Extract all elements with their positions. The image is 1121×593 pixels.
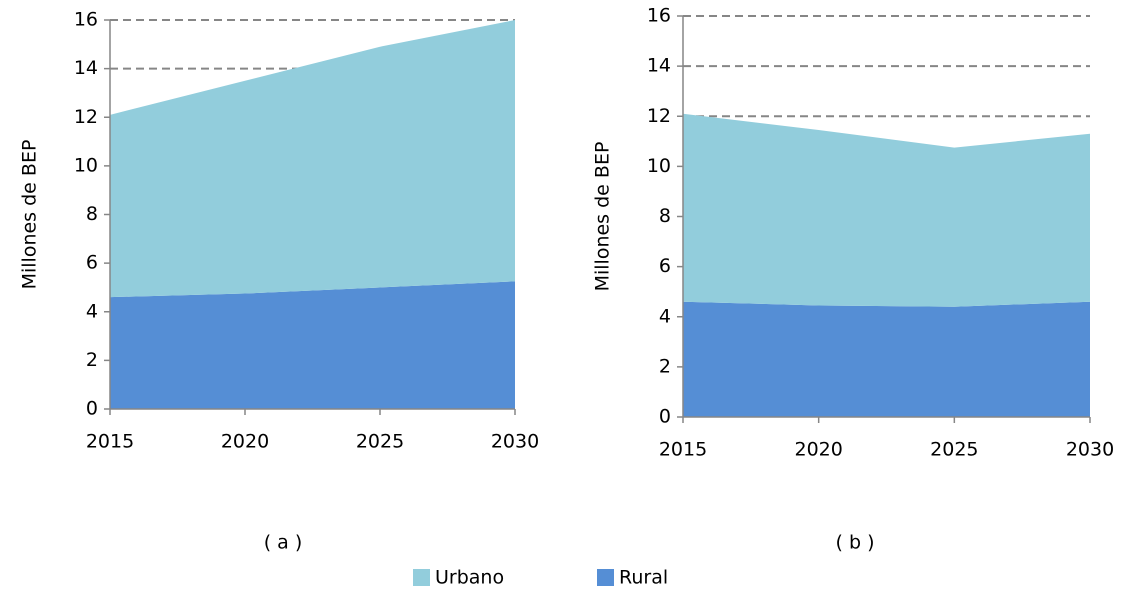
caption: ( a ) (264, 532, 303, 554)
x-tick-label: 2025 (930, 439, 978, 461)
y-tick-label: 14 (74, 57, 98, 79)
caption: ( b ) (836, 532, 875, 554)
y-tick-label: 2 (86, 349, 98, 371)
y-axis-label: Millones de BEP (592, 142, 614, 292)
y-tick-label: 4 (86, 300, 98, 322)
y-tick-label: 10 (74, 154, 98, 176)
y-tick-label: 0 (659, 406, 671, 428)
legend-swatch (597, 569, 614, 586)
legend-label: Urbano (435, 567, 504, 589)
y-tick-label: 8 (659, 205, 671, 227)
y-tick-label: 12 (74, 106, 98, 128)
x-tick-label: 2015 (659, 439, 707, 461)
y-tick-label: 16 (647, 5, 671, 27)
area (110, 281, 515, 409)
y-tick-label: 12 (647, 105, 671, 127)
y-axis-label: Millones de BEP (19, 140, 41, 290)
y-tick-label: 6 (86, 252, 98, 274)
area (683, 113, 1090, 307)
y-tick-label: 14 (647, 55, 671, 77)
y-tick-label: 16 (74, 9, 98, 31)
y-tick-label: 4 (659, 305, 671, 327)
y-tick-label: 2 (659, 355, 671, 377)
x-tick-label: 2025 (356, 431, 404, 453)
x-tick-label: 2020 (794, 439, 842, 461)
x-tick-label: 2020 (221, 431, 269, 453)
x-tick-label: 2030 (491, 431, 539, 453)
y-tick-label: 10 (647, 155, 671, 177)
area (683, 301, 1090, 417)
legend-swatch (413, 569, 430, 586)
x-tick-label: 2015 (86, 431, 134, 453)
x-tick-label: 2030 (1066, 439, 1114, 461)
y-tick-label: 8 (86, 203, 98, 225)
legend-label: Rural (619, 567, 668, 589)
area (110, 20, 515, 298)
y-tick-label: 6 (659, 255, 671, 277)
y-tick-label: 0 (86, 398, 98, 420)
